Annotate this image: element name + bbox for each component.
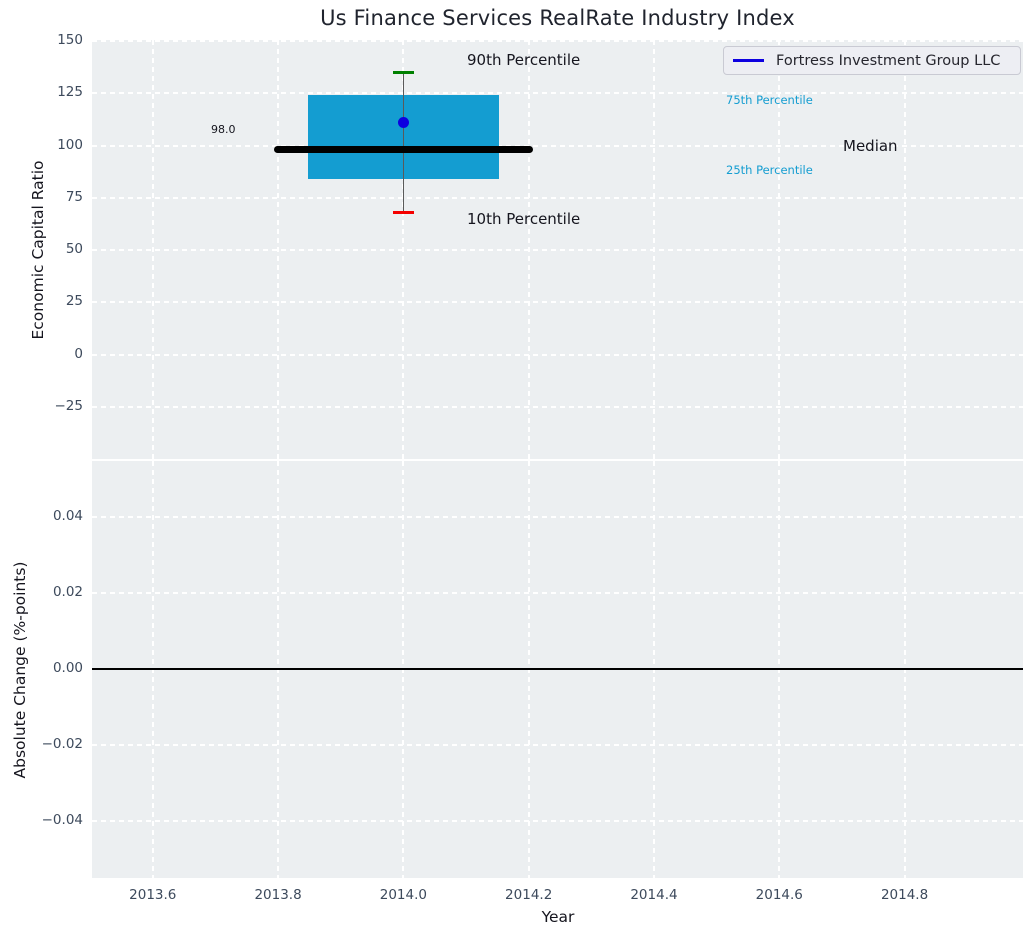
legend-line-swatch: [733, 59, 764, 62]
annotation-90th-percentile: 90th Percentile: [467, 51, 581, 69]
legend: Fortress Investment Group LLC: [723, 46, 1021, 75]
y-tick-label: 75: [65, 188, 83, 205]
annotation-75th-percentile: 75th Percentile: [726, 93, 813, 107]
y-gridline: [92, 744, 1023, 747]
y-gridline: [92, 592, 1023, 595]
annotation-25th-percentile: 25th Percentile: [726, 163, 813, 177]
x-tick-label: 2014.6: [755, 887, 803, 903]
y-tick-label: −0.02: [41, 736, 83, 753]
y-gridline: [92, 40, 1023, 43]
y-tick-label: 0.02: [52, 584, 83, 601]
y-gridline: [92, 92, 1023, 95]
y-tick-label: 25: [65, 293, 83, 310]
p90-whisker-cap: [392, 70, 414, 74]
x-tick-label: 2013.6: [129, 887, 177, 903]
p10-whisker-cap: [392, 210, 414, 215]
x-tick-label: 2014.0: [379, 887, 427, 903]
whisker-line: [402, 72, 405, 213]
y-tick-label: 0.04: [52, 508, 83, 525]
y-gridline: [92, 353, 1023, 356]
y-gridline: [92, 820, 1023, 823]
median-line: [273, 146, 534, 154]
y-gridline: [92, 196, 1023, 199]
legend-label: Fortress Investment Group LLC: [776, 52, 1001, 69]
annotation-median: Median: [843, 137, 898, 155]
y-tick-label: −25: [54, 397, 84, 414]
x-tick-label: 2014.8: [880, 887, 929, 903]
y-gridline: [92, 405, 1023, 408]
x-tick-label: 2014.4: [630, 887, 678, 903]
y-tick-label: 150: [57, 32, 83, 49]
company-marker-dot: [397, 117, 409, 129]
annotation-10th-percentile: 10th Percentile: [467, 210, 581, 228]
x-axis-label: Year: [541, 908, 575, 926]
y-gridline: [92, 516, 1023, 519]
zero-line: [92, 668, 1023, 670]
y-gridline: [92, 301, 1023, 304]
chart-title: Us Finance Services RealRate Industry In…: [320, 6, 795, 30]
y-tick-label: 50: [65, 241, 83, 258]
y-gridline: [92, 249, 1023, 252]
x-tick-label: 2013.8: [254, 887, 302, 903]
y-tick-label: 0.00: [52, 660, 83, 677]
y-gridline: [92, 144, 1023, 147]
y-tick-label: 100: [57, 136, 83, 153]
x-tick-label: 2014.2: [505, 887, 553, 903]
annotation-median-value: 98.0: [211, 123, 236, 136]
y-tick-label: 0: [74, 345, 83, 362]
y-tick-label: 125: [57, 84, 83, 101]
y-tick-label: −0.04: [41, 812, 83, 829]
